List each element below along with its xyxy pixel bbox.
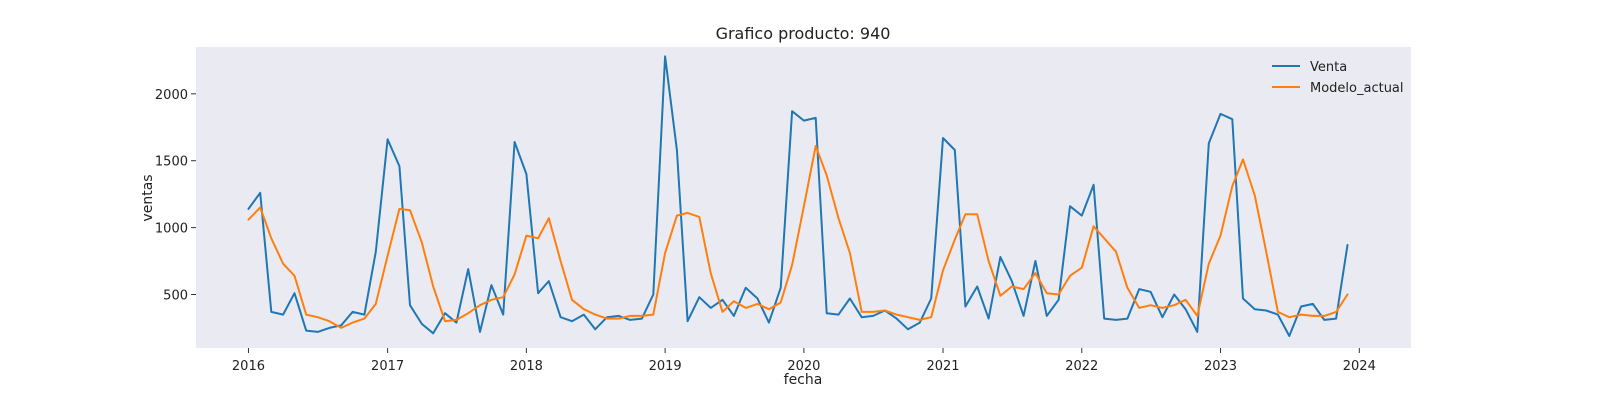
x-axis-title: fecha xyxy=(784,372,823,388)
x-tick-label: 2017 xyxy=(371,359,404,374)
y-axis: 500 1000 1500 2000 xyxy=(155,88,196,303)
x-tick-label: 2023 xyxy=(1204,359,1237,374)
legend-label: Modelo_actual xyxy=(1310,81,1404,96)
y-axis-title: ventas xyxy=(140,174,156,221)
x-tick-label: 2022 xyxy=(1065,359,1098,374)
y-tick-label: 500 xyxy=(163,288,188,303)
y-tick-label: 2000 xyxy=(155,88,188,103)
x-tick-label: 2019 xyxy=(649,359,682,374)
x-tick-label: 2016 xyxy=(232,359,265,374)
x-tick-label: 2020 xyxy=(787,359,820,374)
x-tick-label: 2024 xyxy=(1343,359,1376,374)
x-axis: 2016 2017 2018 2019 2020 2021 2022 2023 2024 xyxy=(232,348,1376,374)
chart-title: Grafico producto: 940 xyxy=(716,24,891,43)
series-line-modelo-actual xyxy=(247,145,1349,329)
series-line-venta xyxy=(247,55,1349,337)
x-tick-label: 2018 xyxy=(510,359,543,374)
y-tick-label: 1500 xyxy=(155,155,188,170)
legend-label: Venta xyxy=(1310,60,1347,75)
plot-area xyxy=(196,47,1411,348)
legend-item: Modelo_actual xyxy=(1272,81,1404,96)
legend-item: Venta xyxy=(1272,60,1347,75)
legend: Venta Modelo_actual xyxy=(1272,60,1404,96)
x-tick-label: 2021 xyxy=(926,359,959,374)
series-layer xyxy=(247,55,1349,337)
y-tick-label: 1000 xyxy=(155,222,188,237)
